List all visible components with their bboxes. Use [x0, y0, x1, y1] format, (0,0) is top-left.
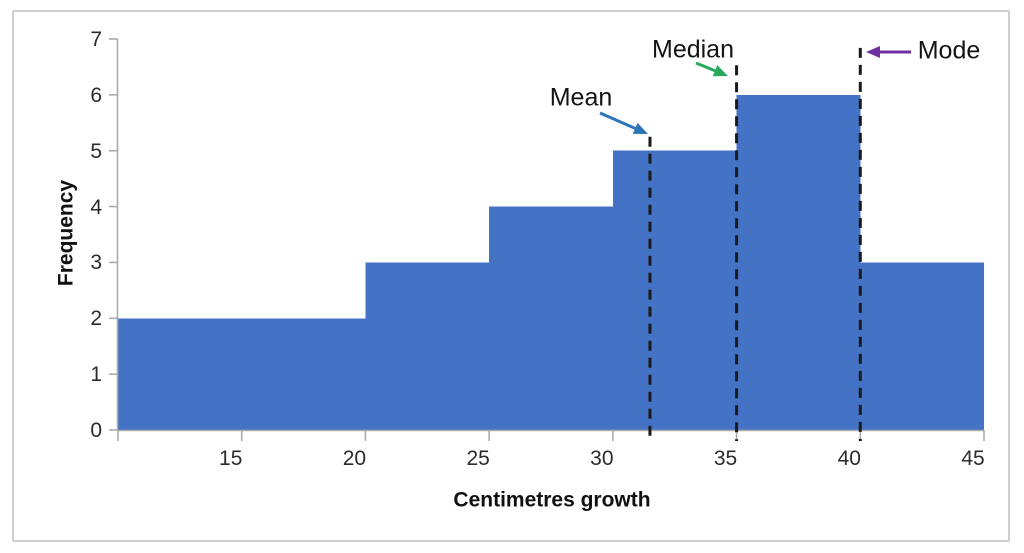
x-tick-label: 45 [961, 447, 985, 470]
x-axis-title: Centimetres growth [453, 488, 651, 512]
histogram-bar [118, 318, 366, 430]
x-tick-label: 40 [837, 447, 861, 470]
median-arrowhead [712, 65, 728, 77]
y-tick-label: 2 [90, 307, 102, 331]
annotation-label-mean: Mean [549, 83, 613, 112]
y-tick-label: 6 [90, 83, 102, 107]
chart-border-frame [12, 10, 1010, 542]
x-tick-label: 35 [713, 447, 738, 470]
median-arrow [695, 61, 716, 73]
y-tick-label: 0 [90, 419, 102, 442]
mean-arrow [599, 111, 636, 130]
histogram-bar [365, 262, 490, 430]
mean-arrowhead [632, 122, 648, 134]
annotation-label-mode: Mode [917, 36, 981, 65]
histogram-bar [736, 94, 861, 430]
y-tick-label: 4 [90, 195, 102, 219]
y-tick-label: 1 [90, 363, 102, 387]
x-tick-label: 15 [219, 447, 243, 470]
mode-arrowhead [866, 46, 880, 58]
x-tick-label: 25 [466, 447, 490, 470]
annotation-label-median: Median [652, 35, 734, 64]
x-tick-label: 30 [590, 447, 614, 470]
x-tick-label: 20 [342, 447, 367, 470]
y-tick-label: 3 [90, 251, 102, 275]
histogram-bar [860, 262, 984, 430]
histogram-bar [612, 150, 737, 430]
y-tick-label: 7 [90, 28, 102, 51]
histogram-bar [489, 206, 613, 430]
y-tick-label: 5 [90, 139, 102, 163]
y-axis-title: Frequency [54, 179, 78, 287]
